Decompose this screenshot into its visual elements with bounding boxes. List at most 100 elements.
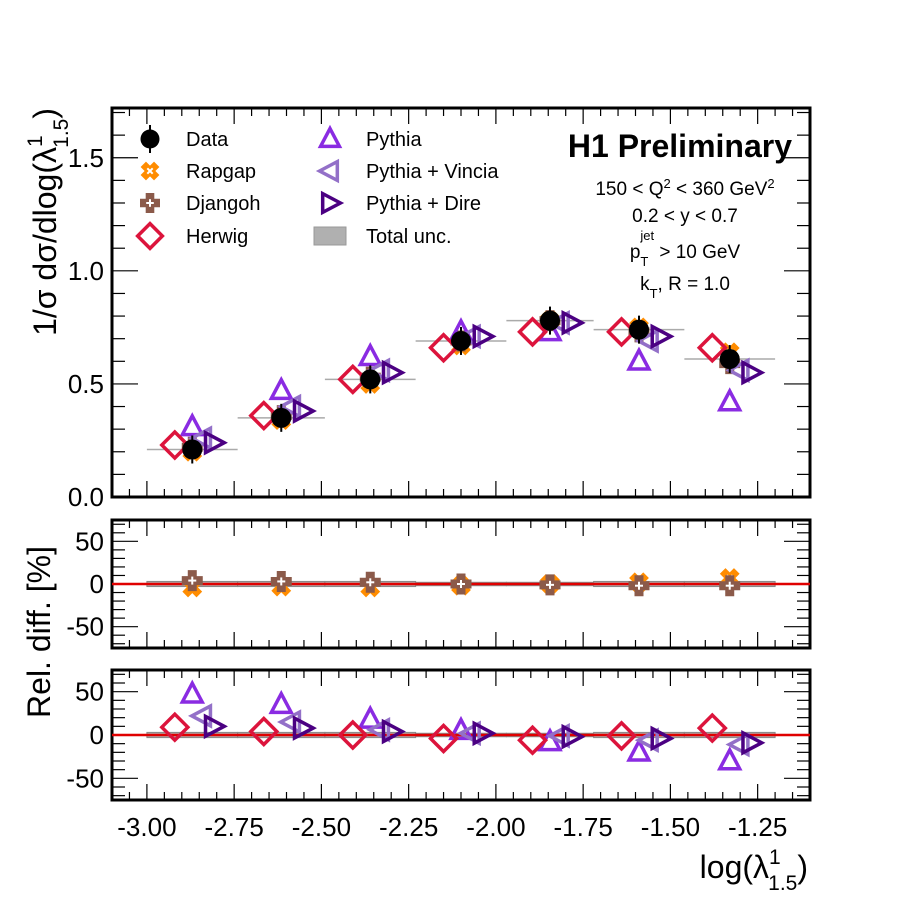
- ratio-point-pythia: [179, 679, 206, 704]
- x-axis-title: log(λ1 1.5): [700, 846, 808, 895]
- point-data: [539, 310, 560, 331]
- legend-label: Pythia: [366, 129, 422, 151]
- main-ytick-label: 0.5: [68, 369, 104, 399]
- ratio2-ytick-label: 0: [90, 720, 104, 750]
- legend-marker-diamond: [135, 221, 165, 251]
- ratio-point-herwig: [337, 719, 369, 751]
- xtick-label: -2.00: [466, 812, 525, 842]
- ratio-point-pythia: [626, 737, 652, 762]
- ratio2-ytick-label: -50: [66, 763, 104, 793]
- point-pythia: [268, 375, 295, 401]
- annotation-part: k: [640, 274, 650, 295]
- point-dire: [203, 429, 228, 456]
- ratio1-ytick-label: 50: [75, 526, 104, 556]
- legend-label: Total unc.: [366, 226, 452, 248]
- point-pythia: [626, 346, 652, 371]
- legend: Data Rapgap Djangoh Herwig Pythia Pythia + Vi…: [135, 124, 499, 251]
- ratio-point-dire: [650, 725, 675, 752]
- point-vincia: [276, 393, 302, 420]
- legend-marker-triangle-right: [320, 190, 345, 216]
- x-axis-title-part: ): [797, 849, 808, 885]
- x-axis-title-part: log(λ: [700, 849, 769, 885]
- x-axis-title-part: 1: [769, 846, 780, 869]
- point-pythia: [357, 342, 384, 367]
- point-herwig: [159, 429, 191, 461]
- ratio-point-herwig: [517, 724, 549, 756]
- legend-label: Data: [186, 129, 229, 151]
- point-dire: [650, 323, 675, 350]
- legend-marker-box: [313, 226, 347, 246]
- ratio-point-dire: [472, 720, 497, 747]
- ratio-point-vincia: [365, 716, 391, 743]
- legend-marker-x-cross-inner: [146, 167, 154, 175]
- point-data: [719, 349, 740, 370]
- annotation-part: 2: [664, 176, 671, 191]
- xtick-label: -2.50: [292, 812, 351, 842]
- y-axis-title-part: 1/σ dσ/dlog(λ: [27, 147, 63, 336]
- annotation-part: 0.2 < y < 0.7: [632, 206, 738, 227]
- point-data: [628, 319, 649, 340]
- point-herwig: [517, 316, 549, 348]
- annotation-part: jet: [639, 228, 654, 243]
- main-ytick-label: 1.5: [68, 143, 104, 173]
- point-pythia: [716, 387, 743, 412]
- point-data: [360, 369, 381, 390]
- y-axis-title-part: ): [27, 108, 63, 119]
- point-data: [451, 330, 471, 351]
- annotation-part: 150 < Q: [595, 179, 663, 200]
- annotation-part: > 10 GeV: [654, 242, 740, 263]
- point-herwig: [248, 400, 280, 432]
- ratio-panel-2: -50 0 50: [66, 668, 812, 802]
- legend-label: Djangoh: [186, 193, 261, 215]
- annotation-part: , R = 1.0: [658, 274, 730, 295]
- xtick-label: -2.75: [205, 812, 264, 842]
- axis-titles: -3.00 -2.75 -2.50 -2.25 -2.00 -1.75 -1.50 -1.25…: [21, 108, 808, 895]
- point-dire: [741, 359, 766, 386]
- ratio-point-vincia: [187, 703, 213, 729]
- point-dire: [472, 323, 497, 350]
- legend-marker-x-cross: [140, 161, 160, 181]
- point-pythia: [179, 412, 206, 437]
- y-axis-title-main: 1/σ dσ/dlog(λ1 1.5): [24, 108, 73, 336]
- annotation-part: < 360 GeV: [671, 179, 768, 200]
- annotation-kt: kT, R = 1.0: [640, 274, 730, 301]
- main-panel: 0.0 0.5 1.0 1.5: [68, 106, 812, 512]
- y-axis-title-part: 1.5: [50, 119, 73, 148]
- ratio-point-pythia: [268, 689, 295, 715]
- ratio-point-pythia: [716, 746, 743, 771]
- ratio-point-vincia: [456, 720, 481, 747]
- annotation-q2: 150 < Q2 < 360 GeV2: [595, 176, 774, 201]
- legend-marker-triangle-up: [317, 124, 343, 149]
- legend-label: Rapgap: [186, 161, 256, 183]
- chart-title: H1 Preliminary: [568, 128, 792, 164]
- point-herwig: [696, 332, 728, 364]
- legend-marker-triangle-left: [315, 158, 340, 184]
- point-vincia: [634, 328, 659, 354]
- annotation-part: 2: [767, 176, 774, 191]
- annotation-part: p: [630, 242, 641, 263]
- ratio1-ytick-label: 0: [90, 569, 104, 599]
- xtick-label: -1.25: [728, 812, 787, 842]
- xtick-label: -1.75: [554, 812, 613, 842]
- point-data: [182, 439, 203, 460]
- ratio-point-herwig: [606, 720, 638, 752]
- point-dire: [561, 310, 586, 336]
- xtick-label: -1.50: [641, 812, 700, 842]
- legend-label: Herwig: [186, 226, 248, 248]
- x-axis-title-part: 1.5: [768, 872, 797, 895]
- xtick-label: -3.00: [117, 812, 176, 842]
- ratio-panel-1: -50 0 50: [66, 518, 812, 650]
- y-axis-title-part: 1: [24, 136, 47, 147]
- ratio-point-herwig: [248, 716, 280, 748]
- ratio-point-vincia: [725, 731, 750, 758]
- ratio-point-vincia: [545, 723, 570, 749]
- ratio-point-dire: [381, 718, 406, 745]
- point-dire: [292, 398, 317, 424]
- ratio-point-vincia: [276, 709, 302, 735]
- ratio1-ytick-label: -50: [66, 612, 104, 642]
- ratio-point-dire: [741, 729, 766, 756]
- legend-marker-data: [140, 129, 160, 149]
- xtick-label: -2.25: [379, 812, 438, 842]
